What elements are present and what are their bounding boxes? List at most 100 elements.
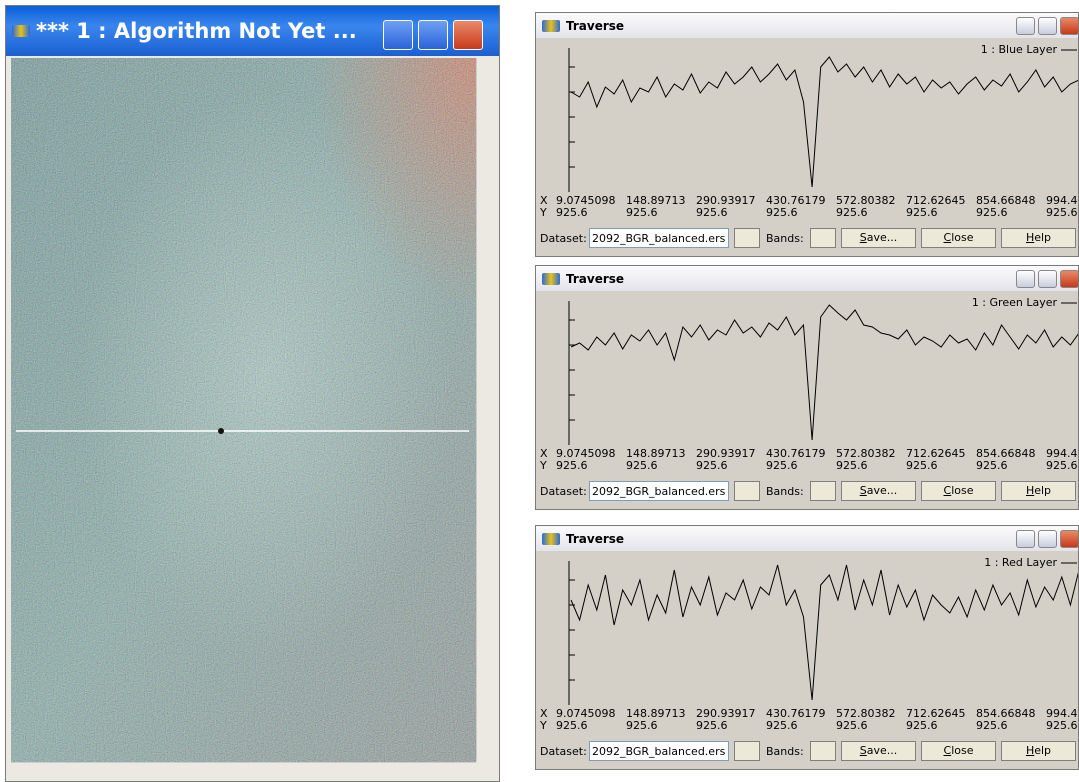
x-readout: 854.66848: [976, 707, 1036, 720]
y-readout: 925.6: [836, 719, 868, 732]
x-readout: 148.89713: [626, 447, 686, 460]
x-readout: 854.66848: [976, 194, 1036, 207]
traverse-plot: 2550751001251 : Green Layer: [568, 296, 1078, 445]
minimize-button[interactable]: [1016, 530, 1035, 548]
close-button[interactable]: [453, 20, 483, 50]
maximize-button[interactable]: [1038, 270, 1057, 288]
bands-browse-button[interactable]: [810, 481, 836, 501]
action-button[interactable]: Save...: [841, 741, 916, 761]
x-readout: 430.76179: [766, 194, 826, 207]
action-button[interactable]: Close: [921, 481, 996, 501]
app-icon: [12, 25, 30, 37]
y-readout: 925.6: [906, 719, 938, 732]
x-readout: 9.0745098: [556, 194, 616, 207]
x-readout: 712.62645: [906, 707, 966, 720]
x-label: X: [540, 447, 548, 460]
vertical-scrollbar[interactable]: [476, 58, 497, 762]
y-label: Y: [540, 719, 547, 732]
title-bar: Traverse: [536, 266, 1078, 291]
x-readout: 994.4911: [1046, 707, 1078, 720]
maximize-button[interactable]: [418, 20, 448, 50]
dataset-browse-button[interactable]: [734, 481, 760, 501]
window-title: Traverse: [566, 531, 625, 546]
y-readout: 925.6: [556, 719, 588, 732]
y-readout: 925.6: [766, 206, 798, 219]
action-button[interactable]: Save...: [841, 481, 916, 501]
dataset-field[interactable]: 2092_BGR_balanced.ers: [589, 741, 729, 761]
y-readout: 925.6: [556, 459, 588, 472]
y-readout: 925.6: [1046, 459, 1078, 472]
y-readout: 925.6: [976, 719, 1008, 732]
y-readout: 925.6: [766, 459, 798, 472]
x-label: X: [540, 194, 548, 207]
x-readout: 148.89713: [626, 707, 686, 720]
title-bar: *** 1 : Algorithm Not Yet ...: [6, 6, 499, 56]
legend-label: 1 : Green Layer: [972, 296, 1058, 309]
window-title: Traverse: [566, 18, 625, 33]
x-readout: 572.80382: [836, 447, 896, 460]
y-readout: 925.6: [1046, 206, 1078, 219]
y-readout: 925.6: [976, 206, 1008, 219]
y-readout: 925.6: [1046, 719, 1078, 732]
minimize-button[interactable]: [383, 20, 413, 50]
bands-browse-button[interactable]: [810, 741, 836, 761]
y-label: Y: [540, 459, 547, 472]
x-readout: 854.66848: [976, 447, 1036, 460]
close-button[interactable]: [1060, 530, 1078, 548]
y-readout: 925.6: [696, 206, 728, 219]
y-readout: 925.6: [626, 459, 658, 472]
traverse-plot: 2550751001251 : Blue Layer: [568, 43, 1078, 192]
action-button[interactable]: Help: [1001, 741, 1076, 761]
bands-label: Bands:: [766, 745, 804, 758]
maximize-button[interactable]: [1038, 17, 1057, 35]
title-bar: Traverse: [536, 526, 1078, 551]
action-button[interactable]: Help: [1001, 481, 1076, 501]
minimize-button[interactable]: [1016, 270, 1035, 288]
close-button[interactable]: [1060, 270, 1078, 288]
y-readout: 925.6: [906, 206, 938, 219]
y-readout: 925.6: [626, 206, 658, 219]
close-button[interactable]: [1060, 17, 1078, 35]
traverse-window: Traverse 2550751001251 : Blue Layer XY 9.07…: [535, 12, 1079, 257]
image-window: *** 1 : Algorithm Not Yet ...: [5, 5, 500, 782]
trace-line: [570, 564, 1078, 701]
action-button[interactable]: Close: [921, 741, 996, 761]
action-button[interactable]: Save...: [841, 228, 916, 248]
dataset-browse-button[interactable]: [734, 741, 760, 761]
dataset-field[interactable]: 2092_BGR_balanced.ers: [589, 481, 729, 501]
x-readout: 290.93917: [696, 194, 756, 207]
y-readout: 925.6: [836, 206, 868, 219]
title-bar: Traverse: [536, 13, 1078, 38]
trace-line: [570, 304, 1078, 441]
x-readout: 712.62645: [906, 447, 966, 460]
y-readout: 925.6: [626, 719, 658, 732]
x-readout: 430.76179: [766, 447, 826, 460]
dataset-browse-button[interactable]: [734, 228, 760, 248]
traverse-window: Traverse 2550751001251 : Red Layer XY 9.074…: [535, 525, 1079, 770]
x-readout: 9.0745098: [556, 447, 616, 460]
x-readout: 572.80382: [836, 194, 896, 207]
x-label: X: [540, 707, 548, 720]
window-title: Traverse: [566, 271, 625, 286]
maximize-button[interactable]: [1038, 530, 1057, 548]
y-label: Y: [540, 206, 547, 219]
dataset-field[interactable]: 2092_BGR_balanced.ers: [589, 228, 729, 248]
dataset-label: Dataset:: [540, 232, 587, 245]
x-readout: 994.4911: [1046, 447, 1078, 460]
traverse-plot: 2550751001251 : Red Layer: [568, 556, 1078, 705]
app-icon: [542, 19, 560, 32]
y-readout: 925.6: [766, 719, 798, 732]
window-title: *** 1 : Algorithm Not Yet ...: [36, 19, 357, 43]
x-readout: 712.62645: [906, 194, 966, 207]
dataset-label: Dataset:: [540, 745, 587, 758]
horizontal-scrollbar[interactable]: [11, 762, 476, 781]
dataset-label: Dataset:: [540, 485, 587, 498]
action-button[interactable]: Close: [921, 228, 996, 248]
x-readout: 148.89713: [626, 194, 686, 207]
action-button[interactable]: Help: [1001, 228, 1076, 248]
minimize-button[interactable]: [1016, 17, 1035, 35]
bands-browse-button[interactable]: [810, 228, 836, 248]
x-readout: 9.0745098: [556, 707, 616, 720]
bands-label: Bands:: [766, 232, 804, 245]
